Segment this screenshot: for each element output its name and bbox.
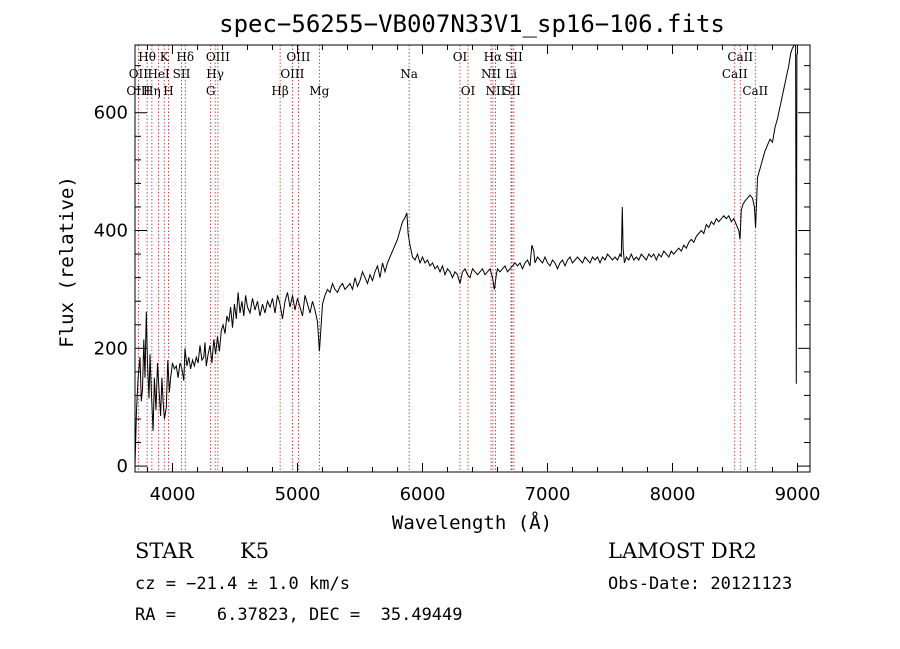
line-label: CaII (742, 84, 768, 98)
line-label: Hβ (271, 84, 288, 98)
x-tick-label: 8000 (650, 484, 696, 505)
line-label: SII (173, 67, 191, 81)
line-label: H (163, 84, 173, 98)
line-label: OIII (206, 50, 230, 64)
line-label: CaII (727, 50, 753, 64)
line-label: HeI (147, 67, 170, 81)
survey-name: LAMOST DR2 (608, 539, 757, 563)
y-tick-label: 600 (94, 103, 128, 124)
line-label: NII (481, 67, 501, 81)
line-label: OI (461, 84, 476, 98)
line-label: G (206, 84, 216, 98)
x-tick-label: 4000 (150, 484, 196, 505)
redshift-text: cz = −21.4 ± 1.0 km/s (135, 574, 350, 594)
line-label: Hδ (176, 50, 194, 64)
line-label: Li (505, 67, 517, 81)
x-axis: 4000 5000 6000 7000 8000 9000 (148, 45, 821, 505)
x-tick-label: 6000 (400, 484, 446, 505)
line-label: OI (453, 50, 468, 64)
line-label: CaII (722, 67, 748, 81)
line-label: SII (505, 50, 523, 64)
x-tick-label: 7000 (525, 484, 571, 505)
object-class: STAR (135, 539, 194, 563)
line-label: Mg (309, 84, 329, 98)
line-label: Hα (484, 50, 503, 64)
plot-area (135, 45, 810, 472)
x-tick-label: 9000 (775, 484, 821, 505)
obs-date-text: Obs-Date: 20121123 (608, 574, 792, 594)
spectrum-series-line (135, 45, 797, 466)
line-label: Hγ (206, 67, 224, 81)
object-subclass: K5 (240, 539, 269, 563)
y-tick-label: 0 (117, 456, 128, 477)
x-axis-label: Wavelength (Å) (392, 511, 552, 534)
plot-frame (135, 45, 810, 472)
line-label: Na (400, 67, 418, 81)
line-label: Hθ (138, 50, 156, 64)
line-label: OIII (286, 50, 310, 64)
line-label: SII (503, 84, 521, 98)
y-axis: 0 200 400 600 (94, 66, 810, 477)
y-tick-label: 400 (94, 221, 128, 242)
y-tick-label: 200 (94, 338, 128, 359)
x-tick-label: 5000 (275, 484, 321, 505)
chart-title: spec−56255−VB007N33V1_sp16−106.fits (219, 10, 725, 38)
line-label: Hη (143, 84, 161, 98)
coordinates-text: RA = 6.37823, DEC = 35.49449 (135, 605, 463, 625)
line-label: K (160, 50, 170, 64)
line-label: OII (129, 67, 149, 81)
emission-line-markers (138, 45, 755, 472)
y-axis-label: Flux (relative) (56, 176, 78, 348)
line-label: OIII (280, 67, 304, 81)
